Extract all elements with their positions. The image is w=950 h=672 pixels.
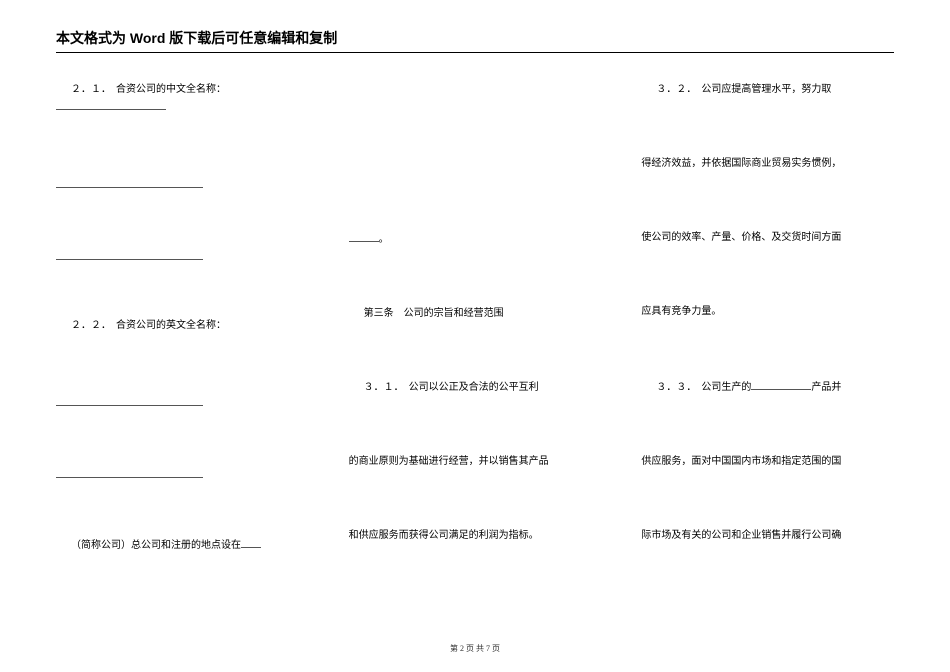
document-content: ２．１． 合资公司的中文全名称： ２．２． 合资公司的英文全名称： （简称公司）… [56, 70, 894, 632]
column-left: ２．１． 合资公司的中文全名称： ２．２． 合资公司的英文全名称： （简称公司）… [56, 70, 309, 632]
right-para-6: 供应服务，面对中国国内市场和指定范围的国 [641, 454, 894, 470]
page-footer: 第 2 页 共 7 页 [0, 643, 950, 654]
mid-line4-text: 的商业原则为基础进行经营，并以销售其产品 [349, 456, 549, 467]
column-right: ３．２． 公司应提高管理水平，努力取 得经济效益，并依据国际商业贸易实务惯例， … [641, 70, 894, 632]
mid-para-3: ３．１． 公司以公正及合法的公平互利 [349, 380, 602, 396]
blank-mid [751, 378, 811, 390]
right-line3-text: 使公司的效率、产量、价格、及交货时间方面 [641, 232, 841, 243]
right-line7-text: 际市场及有关的公司和企业销售并履行公司确 [641, 530, 841, 541]
blank-fill [56, 98, 166, 110]
blank-short [349, 230, 379, 242]
mid-line2-text: 第三条 公司的宗旨和经营范围 [364, 308, 504, 319]
blank-line-4 [56, 464, 203, 478]
left-para-3: （简称公司）总公司和注册的地点设在 [56, 536, 309, 554]
left-para-2: ２．２． 合资公司的英文全名称： [56, 318, 309, 334]
mid-line5-text: 和供应服务而获得公司满足的利润为指标。 [349, 530, 539, 541]
right-para-2: 得经济效益，并依据国际商业贸易实务惯例， [641, 156, 894, 172]
footer-text: 第 2 页 共 7 页 [450, 644, 500, 653]
right-line6-text: 供应服务，面对中国国内市场和指定范围的国 [641, 456, 841, 467]
mid-line1-suffix: 。 [379, 234, 389, 245]
left-line1-text: ２．１． 合资公司的中文全名称： [71, 84, 226, 95]
right-para-5: ３．３． 公司生产的 产品并 [641, 378, 894, 396]
right-para-4: 应具有竞争力量。 [641, 304, 894, 320]
mid-para-2: 第三条 公司的宗旨和经营范围 [349, 306, 602, 322]
left-line3-text: ２．２． 合资公司的英文全名称： [71, 320, 226, 331]
right-line1-text: ３．２． 公司应提高管理水平，努力取 [656, 84, 831, 95]
mid-para-4: 的商业原则为基础进行经营，并以销售其产品 [349, 454, 602, 470]
left-line5-text: （简称公司）总公司和注册的地点设在 [71, 540, 241, 551]
right-para-3: 使公司的效率、产量、价格、及交货时间方面 [641, 230, 894, 246]
mid-para-5: 和供应服务而获得公司满足的利润为指标。 [349, 528, 602, 544]
mid-para-1: 。 [349, 230, 602, 248]
blank-tail [241, 536, 261, 548]
blank-line-3 [56, 392, 203, 406]
blank-line-1 [56, 174, 203, 188]
document-header: 本文格式为 Word 版下载后可任意编辑和复制 [56, 28, 894, 53]
right-line4-text: 应具有竞争力量。 [641, 306, 721, 317]
right-line5-prefix: ３．３． 公司生产的 [656, 382, 751, 393]
left-para-1: ２．１． 合资公司的中文全名称： [56, 82, 309, 116]
right-para-7: 际市场及有关的公司和企业销售并履行公司确 [641, 528, 894, 544]
right-para-1: ３．２． 公司应提高管理水平，努力取 [641, 82, 894, 98]
right-line2-text: 得经济效益，并依据国际商业贸易实务惯例， [641, 158, 841, 169]
mid-spacer-2 [349, 156, 602, 172]
blank-line-2 [56, 246, 203, 260]
header-text: 本文格式为 Word 版下载后可任意编辑和复制 [56, 30, 337, 46]
mid-line3-text: ３．１． 公司以公正及合法的公平互利 [364, 382, 539, 393]
right-line5-suffix: 产品并 [811, 382, 841, 393]
column-middle: . 。 第三条 公司的宗旨和经营范围 ３．１． 公司以公正及合法的公平互利 的商… [349, 70, 602, 632]
